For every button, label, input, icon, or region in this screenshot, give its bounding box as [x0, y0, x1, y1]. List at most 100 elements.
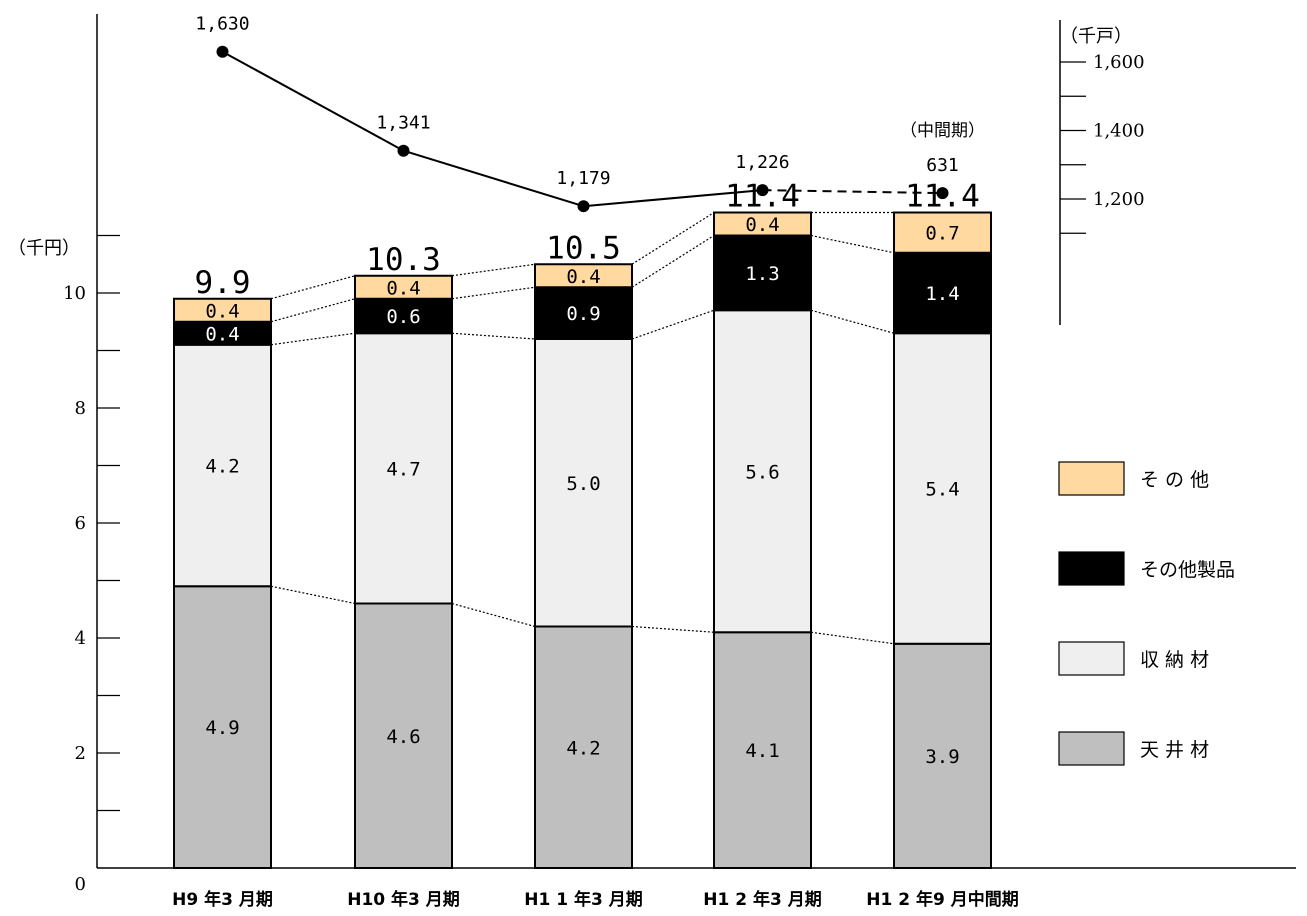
legend-swatch — [1058, 461, 1125, 496]
bar-segment — [893, 251, 992, 335]
bar-segment — [354, 274, 453, 300]
legend-swatch — [1058, 551, 1125, 586]
segment-connector — [451, 286, 536, 300]
line-point — [936, 187, 949, 200]
line-point-label: 1,341 — [376, 113, 430, 134]
bar-segment — [893, 642, 992, 869]
legend-label: その他製品 — [1140, 559, 1235, 581]
bar-value-label: 4.9 — [205, 717, 239, 739]
bar-segment — [713, 211, 812, 237]
segment-connector — [451, 602, 536, 628]
bar-value-label: 4.2 — [566, 737, 600, 759]
legend-label: 天 井 材 — [1140, 739, 1209, 761]
left-axis-tick-label: 0 — [75, 874, 86, 895]
segment-connector — [451, 263, 536, 277]
bar-segment — [173, 297, 272, 323]
legend-swatch — [1058, 731, 1125, 766]
left-axis-unit: （千円） — [8, 238, 80, 259]
x-tick-label: H9 年3 月期 — [172, 889, 273, 910]
bar-value-label: 4.7 — [386, 458, 420, 480]
legend-label: そ の 他 — [1140, 469, 1209, 491]
bar-segment — [713, 309, 812, 634]
right-axis: 1,600 1,400 1,200 （千戸） — [1059, 20, 1145, 325]
bar-value-label: 0.6 — [386, 306, 420, 328]
bar-value-label: 0.4 — [386, 277, 420, 299]
left-axis-tick-label: 10 — [63, 283, 86, 304]
bar-segment — [534, 338, 633, 628]
segment-connector — [451, 332, 536, 340]
line-point-label: 1,630 — [195, 14, 249, 35]
line-point — [577, 200, 590, 213]
segment-connector — [810, 631, 895, 645]
right-axis-unit: （千戸） — [1060, 26, 1132, 47]
left-axis: 0 2 4 6 8 10 （千円） — [8, 14, 1296, 895]
line-point — [397, 144, 410, 157]
line-segment — [222, 50, 404, 152]
bar-segment — [534, 263, 633, 289]
bar-value-label: 0.4 — [205, 300, 239, 322]
bar-value-label: 0.7 — [925, 223, 959, 245]
bars: 4.94.20.40.44.64.70.60.44.25.00.90.44.15… — [173, 211, 992, 869]
bar-total-label: 10.3 — [366, 242, 441, 278]
line-point-label: 1,226 — [735, 152, 789, 173]
bar-value-label: 0.9 — [566, 303, 600, 325]
bar-value-label: 1.3 — [745, 263, 779, 285]
bar-segment — [713, 234, 812, 312]
line-segment — [762, 189, 943, 195]
x-tick-label: H10 年3 月期 — [347, 889, 460, 910]
line-point — [216, 45, 229, 58]
left-axis-tick-label: 6 — [75, 513, 86, 534]
segment-connector — [631, 625, 715, 633]
bar-total-label: 11.4 — [725, 179, 800, 215]
line-segment — [583, 189, 763, 208]
x-tick-label: H1 1 年3 月期 — [524, 889, 642, 910]
segment-connectors — [270, 211, 895, 645]
segment-connector — [631, 234, 715, 288]
segment-connector — [270, 332, 356, 346]
bar-value-label: 0.4 — [566, 266, 600, 288]
bar-segment — [534, 625, 633, 869]
left-axis-tick-label: 4 — [75, 628, 86, 649]
segment-connector — [631, 309, 715, 340]
bar-value-label: 5.6 — [745, 461, 779, 483]
bar-value-label: 0.4 — [745, 214, 779, 236]
bar-segment — [893, 211, 992, 254]
right-axis-tick-label: 1,400 — [1093, 121, 1145, 142]
bar-value-label: 0.4 — [205, 323, 239, 345]
line-point-label: 631 — [926, 155, 959, 176]
x-axis-labels: H9 年3 月期 H10 年3 月期 H1 1 年3 月期 H1 2 年3 月期 H1 … — [172, 889, 1019, 910]
bar-segment — [713, 631, 812, 869]
right-axis-tick-label: 1,600 — [1093, 52, 1145, 73]
segment-connector — [810, 234, 895, 254]
legend-label: 収 納 材 — [1140, 649, 1209, 671]
bar-value-label: 4.6 — [386, 726, 420, 748]
legend-swatch — [1058, 641, 1125, 676]
segment-connector — [270, 585, 356, 605]
line-point — [756, 184, 769, 197]
line-note-label: （中間期） — [900, 121, 985, 141]
segment-connector — [270, 275, 356, 300]
bar-value-label: 5.0 — [566, 473, 600, 495]
x-tick-label: H1 2 年9 月中間期 — [866, 889, 1018, 910]
segment-connector — [270, 298, 356, 323]
left-axis-tick-label: 2 — [75, 743, 86, 764]
bar-total-label: 10.5 — [546, 230, 621, 266]
segment-connector — [810, 309, 895, 334]
bar-value-label: 5.4 — [925, 479, 959, 501]
line-point-label: 1,179 — [556, 168, 610, 189]
bar-total-label: 9.9 — [195, 265, 251, 301]
x-tick-label: H1 2 年3 月期 — [703, 889, 821, 910]
line-segment — [403, 149, 584, 208]
bar-segment — [893, 332, 992, 645]
bar-value-label: 3.9 — [925, 746, 959, 768]
bar-value-label: 4.1 — [745, 740, 779, 762]
housing-starts-line: 1,630 1,341 1,179 1,226 631 （中間期） — [195, 14, 985, 213]
segment-connector — [631, 211, 715, 265]
left-axis-tick-label: 8 — [75, 398, 86, 419]
bar-value-label: 4.2 — [205, 456, 239, 478]
total-labels: 9.910.310.511.411.4 — [195, 179, 980, 301]
bar-value-label: 1.4 — [925, 283, 959, 305]
right-axis-tick-label: 1,200 — [1093, 189, 1145, 210]
